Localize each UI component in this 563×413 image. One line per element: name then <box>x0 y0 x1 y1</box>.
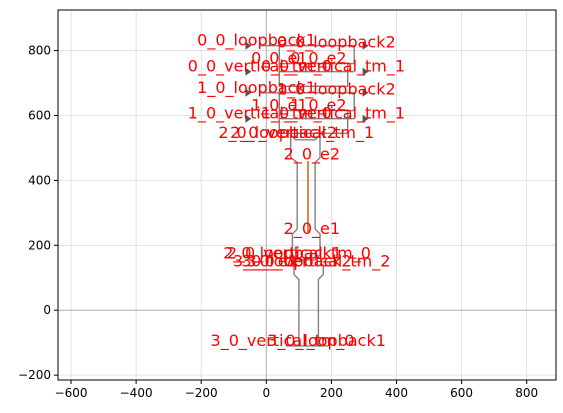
x-tick-label: 400 <box>385 386 408 400</box>
x-tick-label: 600 <box>450 386 473 400</box>
x-tick-label: 200 <box>320 386 343 400</box>
y-tick-label: 0 <box>43 303 51 317</box>
y-tick-label: 600 <box>28 108 51 122</box>
port-label: 2_0_e2 <box>284 144 340 164</box>
y-tick-label: −200 <box>18 368 51 382</box>
x-tick-label: 0 <box>262 386 270 400</box>
port-label: 1_0_vertical_tm_1 <box>261 104 405 124</box>
x-tick-label: 800 <box>515 386 538 400</box>
port-label: 3_0_vertical_tm_2 <box>246 251 390 271</box>
x-tick-label: −600 <box>55 386 88 400</box>
y-tick-label: 200 <box>28 238 51 252</box>
port-label: 2_0_vertical_tm_1 <box>230 123 374 143</box>
x-tick-label: −200 <box>185 386 218 400</box>
y-tick-label: 400 <box>28 173 51 187</box>
y-axis-ticks: −200 0 200 400 600 800 <box>18 44 58 383</box>
port-label: 3_0_loopback1 <box>267 331 386 351</box>
port-label: 0_0_vertical_tm_1 <box>261 57 405 77</box>
waveguide-path <box>294 265 299 304</box>
port-label: 2_0_e1 <box>284 219 340 239</box>
port-labels: 0_0_loopback10_0_loopback20_0_e10_0_e20_… <box>188 31 405 351</box>
x-axis-ticks: −600 −400 −200 0 200 400 600 800 <box>55 380 539 400</box>
x-tick-label: −400 <box>120 386 153 400</box>
y-tick-label: 800 <box>28 44 51 58</box>
